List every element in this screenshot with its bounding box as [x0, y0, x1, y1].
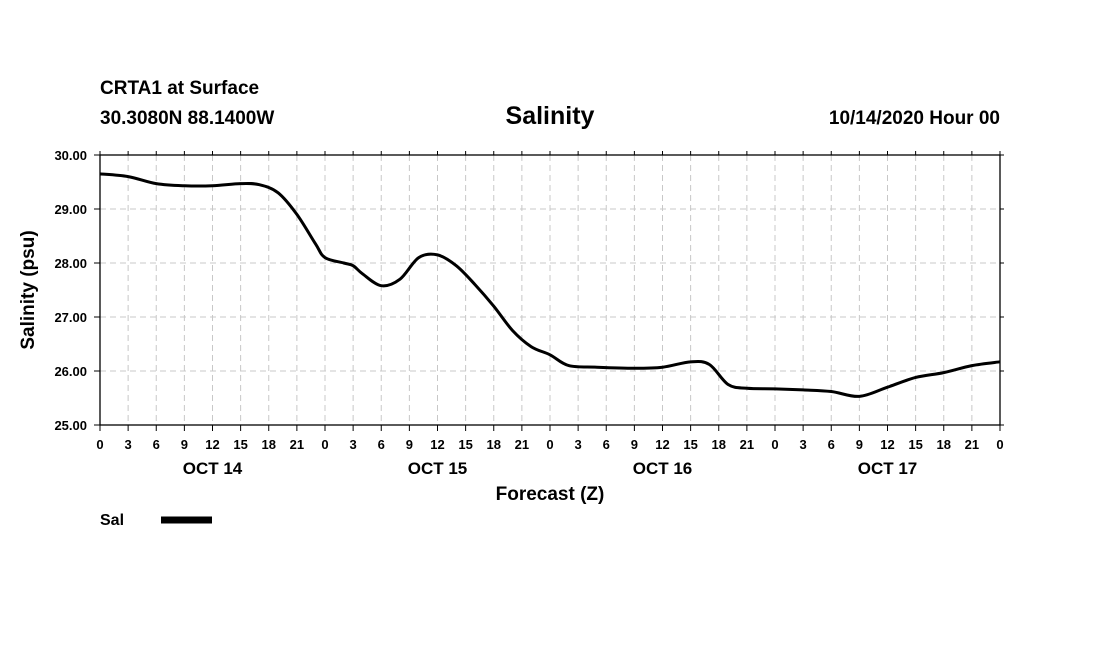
x-tick-label: 21: [740, 437, 754, 452]
x-tick-label: 18: [937, 437, 951, 452]
date-label: OCT 14: [183, 459, 243, 478]
x-tick-label: 9: [631, 437, 638, 452]
x-tick-label: 3: [350, 437, 357, 452]
x-tick-label: 9: [856, 437, 863, 452]
x-tick-label: 21: [515, 437, 529, 452]
x-axis-title: Forecast (Z): [496, 484, 605, 505]
x-tick-label: 6: [153, 437, 160, 452]
x-tick-label: 15: [233, 437, 247, 452]
date-label: OCT 15: [408, 459, 468, 478]
x-tick-label: 3: [800, 437, 807, 452]
x-tick-label: 18: [712, 437, 726, 452]
x-tick-label: 6: [828, 437, 835, 452]
x-tick-label: 9: [181, 437, 188, 452]
x-tick-label: 21: [965, 437, 979, 452]
x-tick-label: 12: [205, 437, 219, 452]
salinity-series-line: [99, 172, 1001, 398]
x-tick-label: 0: [996, 437, 1003, 452]
x-tick-labels: 0 3 6 9 12 15 18 21 0 3 6 9 12 15 18 21 0 3 6 9 12 15 18 21 0 3 6 9…: [96, 437, 1003, 452]
series-layer: [99, 172, 1001, 398]
x-tick-label: 12: [430, 437, 444, 452]
x-tick-label: 18: [262, 437, 276, 452]
x-tick-label: 0: [546, 437, 553, 452]
x-tick-label: 12: [880, 437, 894, 452]
x-tick-label: 3: [125, 437, 132, 452]
legend-label: Sal: [100, 512, 124, 529]
x-tick-label: 6: [378, 437, 385, 452]
x-tick-label: 0: [96, 437, 103, 452]
y-tick-label: 25.00: [54, 418, 87, 433]
date-label: OCT 17: [858, 459, 918, 478]
x-tick-label: 15: [458, 437, 472, 452]
x-tick-label: 6: [603, 437, 610, 452]
x-tick-label: 12: [655, 437, 669, 452]
x-tick-label: 0: [771, 437, 778, 452]
y-axis-title: Salinity (psu): [18, 230, 39, 349]
y-tick-label: 27.00: [54, 310, 87, 325]
date-labels: OCT 14 OCT 15 OCT 16 OCT 17: [183, 459, 918, 478]
date-label: OCT 16: [633, 459, 693, 478]
coordinates-label: 30.3080N 88.1400W: [100, 108, 274, 129]
y-tick-label: 29.00: [54, 202, 87, 217]
x-tick-label: 9: [406, 437, 413, 452]
y-tick-label: 28.00: [54, 256, 87, 271]
x-tick-label: 0: [321, 437, 328, 452]
y-tick-label: 26.00: [54, 364, 87, 379]
y-tick-labels: 25.00 26.00 27.00 28.00 29.00 30.00: [54, 148, 87, 433]
x-tick-label: 15: [908, 437, 922, 452]
x-tick-label: 3: [575, 437, 582, 452]
x-tick-label: 18: [487, 437, 501, 452]
x-tick-label: 15: [683, 437, 697, 452]
x-tick-label: 21: [290, 437, 304, 452]
chart-title: Salinity: [506, 102, 595, 130]
station-label: CRTA1 at Surface: [100, 78, 259, 99]
y-tick-label: 30.00: [54, 148, 87, 163]
forecast-datetime: 10/14/2020 Hour 00: [829, 108, 1000, 129]
grid-lines: [100, 155, 1000, 425]
axis-ticks: [94, 151, 1004, 431]
